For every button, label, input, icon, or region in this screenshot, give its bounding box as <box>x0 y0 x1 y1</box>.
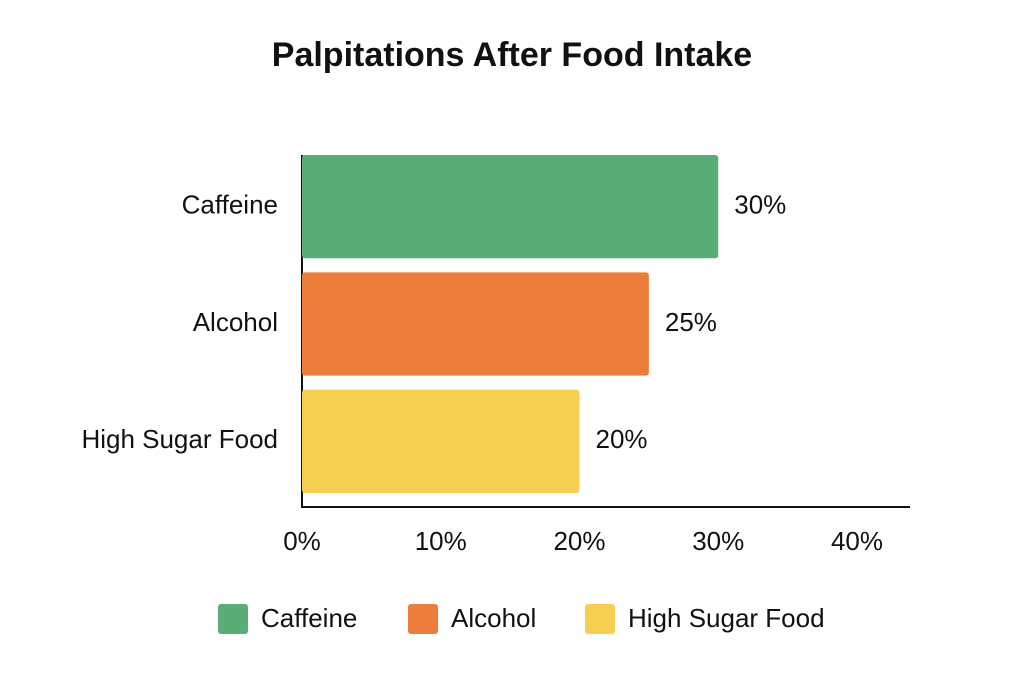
y-tick-label: Caffeine <box>182 190 278 220</box>
y-tick-label: Alcohol <box>193 307 278 337</box>
bar <box>302 155 719 259</box>
x-tick-label: 30% <box>692 526 744 556</box>
legend-label: Caffeine <box>261 603 357 633</box>
bar <box>302 389 580 493</box>
legend-swatch <box>585 604 615 634</box>
bar <box>302 272 649 376</box>
legend-label: Alcohol <box>451 603 536 633</box>
chart-title: Palpitations After Food Intake <box>272 36 752 74</box>
x-tick-label: 0% <box>283 526 321 556</box>
y-tick-label: High Sugar Food <box>81 424 278 454</box>
x-tick-label: 40% <box>831 526 883 556</box>
legend-swatch <box>408 604 438 634</box>
value-label: 20% <box>596 424 648 454</box>
value-label: 30% <box>734 190 786 220</box>
legend-label: High Sugar Food <box>628 603 825 633</box>
legend-swatch <box>218 604 248 634</box>
x-tick-label: 10% <box>415 526 467 556</box>
x-tick-label: 20% <box>553 526 605 556</box>
value-label: 25% <box>665 307 717 337</box>
